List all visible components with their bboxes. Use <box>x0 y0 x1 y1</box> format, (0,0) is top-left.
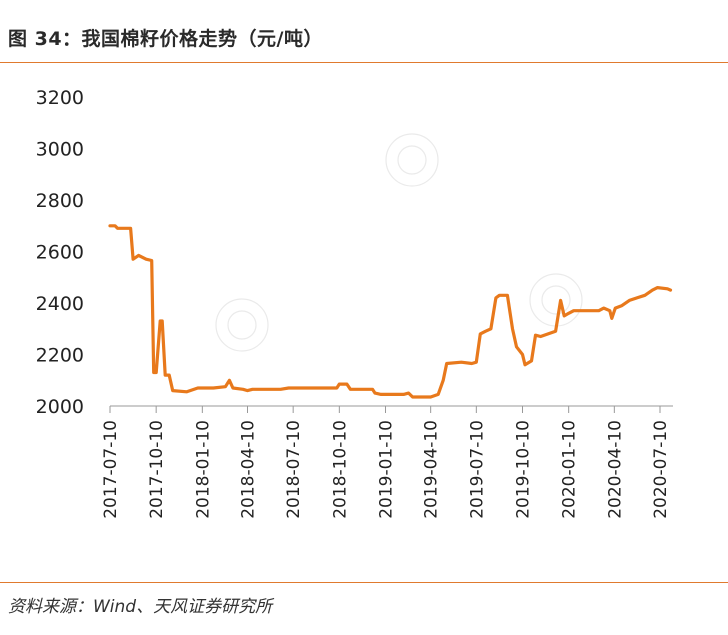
y-tick-label: 3200 <box>36 87 84 109</box>
watermark-logo-icon <box>215 298 269 352</box>
x-tick-label: 2018-10-10 <box>330 420 350 519</box>
x-tick-label: 2020-01-10 <box>560 420 580 519</box>
x-tick-label: 2018-07-10 <box>284 420 304 519</box>
x-tick-label: 2017-10-10 <box>147 420 167 519</box>
title-divider <box>0 62 728 63</box>
x-tick-label: 2019-01-10 <box>377 420 397 519</box>
watermark-logo-icon <box>385 133 439 187</box>
source-note: 资料来源：Wind、天风证券研究所 <box>8 597 273 617</box>
series-line <box>108 224 673 399</box>
x-tick-label: 2018-01-10 <box>193 420 213 519</box>
watermark-group <box>215 133 583 352</box>
chart-title: 图 34：我国棉籽价格走势（元/吨） <box>8 28 323 50</box>
watermark-logo-icon <box>529 273 583 327</box>
x-tick-label: 2019-04-10 <box>422 420 442 519</box>
x-tick-label: 2017-07-10 <box>101 420 121 519</box>
x-tick-label: 2020-07-10 <box>651 420 671 519</box>
x-tick-label: 2018-04-10 <box>239 420 259 519</box>
x-tick-label: 2019-10-10 <box>514 420 534 519</box>
x-tick-label: 2020-04-10 <box>605 420 625 519</box>
y-tick-label: 2400 <box>36 293 84 315</box>
y-tick-label: 2600 <box>36 242 84 264</box>
x-tick-label: 2019-07-10 <box>467 420 487 519</box>
y-tick-label: 2200 <box>36 345 84 367</box>
footer-divider <box>0 582 728 583</box>
y-tick-label: 2000 <box>36 396 84 418</box>
y-tick-label: 2800 <box>36 190 84 212</box>
x-axis-ticks: 2017-07-10 2017-10-10 2018-01-10 2018-04-10… <box>101 406 671 519</box>
y-axis-ticks: 2000 2200 2400 2600 2800 3000 3200 <box>36 87 84 418</box>
y-tick-label: 3000 <box>36 139 84 161</box>
